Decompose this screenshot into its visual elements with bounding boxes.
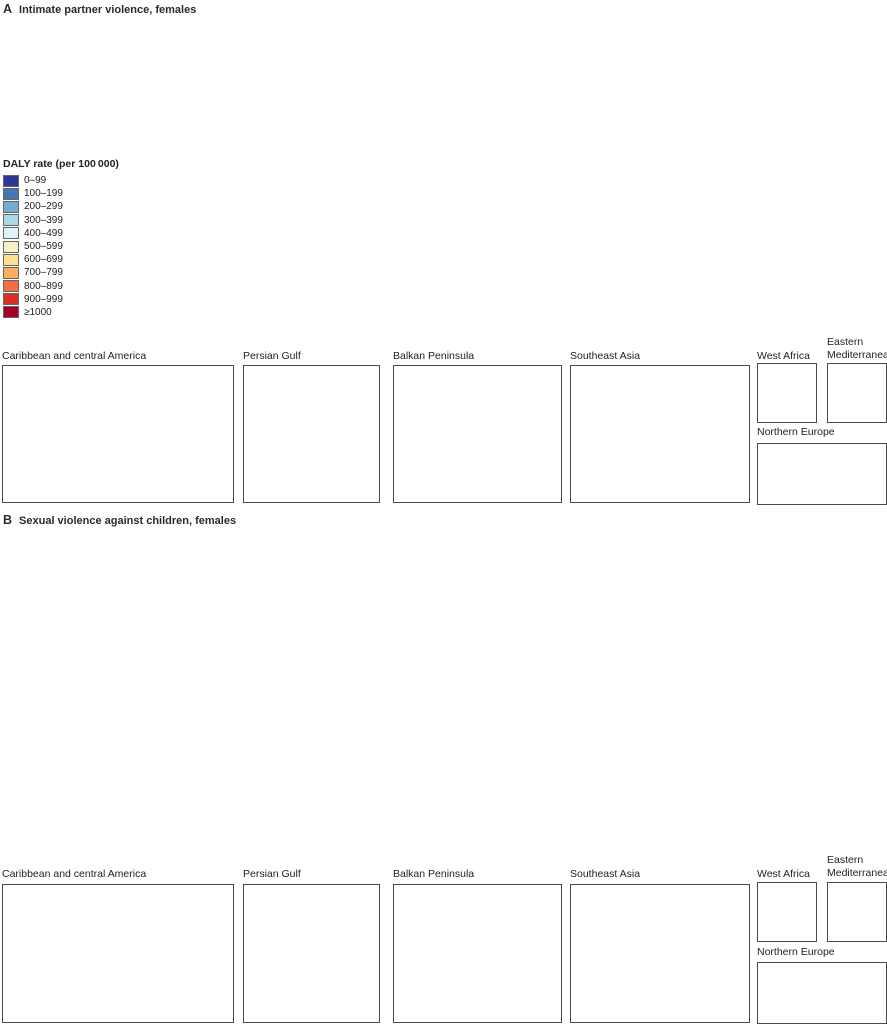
inset-label-eastmed: Eastern Mediterranean	[827, 336, 887, 361]
legend-label: 700–799	[24, 267, 63, 279]
balkan-map-a	[394, 366, 561, 502]
panel-b-title: B Sexual violence against children, femal…	[3, 513, 236, 527]
balkan-map-b	[394, 885, 561, 1022]
legend-label: 300–399	[24, 214, 63, 226]
persiangulf-map-a	[244, 366, 379, 502]
legend-item: 600–699	[3, 253, 133, 266]
legend-label: 0–99	[24, 175, 47, 187]
seasia-map-a	[571, 366, 749, 502]
inset-caribbean-b	[2, 884, 234, 1023]
legend-label: 500–599	[24, 241, 63, 253]
inset-eastmed-b	[827, 882, 887, 942]
eastmed-map-a	[828, 364, 886, 422]
legend-item: 0–99	[3, 174, 133, 187]
inset-persiangulf-b	[243, 884, 380, 1023]
legend-label: 100–199	[24, 188, 63, 200]
inset-label-eastmed: Eastern Mediterranean	[827, 854, 887, 879]
legend-swatch	[3, 240, 19, 253]
inset-label-caribbean: Caribbean and central America	[2, 350, 147, 362]
legend-swatch	[3, 280, 19, 293]
inset-label-northeurope: Northern Europe	[757, 946, 835, 958]
legend-label: 400–499	[24, 227, 63, 239]
inset-label-northeurope: Northern Europe	[757, 426, 835, 438]
legend-swatch	[3, 253, 19, 266]
northeurope-map-a	[758, 444, 886, 504]
legend-item: 500–599	[3, 240, 133, 253]
inset-northeurope-b	[757, 962, 887, 1024]
inset-label-balkan: Balkan Peninsula	[393, 868, 475, 880]
eastmed-map-b	[828, 883, 886, 941]
inset-label-balkan: Balkan Peninsula	[393, 350, 475, 362]
inset-balkan-a	[393, 365, 562, 503]
westafrica-map-a	[758, 364, 816, 422]
panel-a-title-text: Intimate partner violence, females	[19, 4, 197, 16]
inset-seasia-a	[570, 365, 750, 503]
panel-b-letter: B	[3, 513, 13, 527]
inset-row-panel-a: Caribbean and central America Persian Gu…	[0, 336, 887, 505]
legend-item: 800–899	[3, 280, 133, 293]
world-map-panel-a	[0, 5, 887, 340]
inset-label-seasia: Southeast Asia	[570, 350, 641, 362]
seasia-map-b	[571, 885, 749, 1022]
legend-swatch	[3, 187, 19, 200]
legend-swatch	[3, 227, 19, 240]
legend-swatch	[3, 200, 19, 213]
inset-caribbean-a	[2, 365, 234, 503]
inset-label-caribbean: Caribbean and central America	[2, 868, 147, 880]
inset-eastmed-a	[827, 363, 887, 423]
legend-swatch	[3, 174, 19, 187]
legend-swatch	[3, 214, 19, 227]
legend-item: 700–799	[3, 266, 133, 279]
caribbean-map-b	[3, 885, 233, 1022]
panel-a-letter: A	[3, 2, 13, 16]
legend-swatch	[3, 293, 19, 306]
inset-westafrica-a	[757, 363, 817, 423]
caribbean-map-a	[3, 366, 233, 502]
westafrica-map-b	[758, 883, 816, 941]
legend-item: 200–299	[3, 200, 133, 213]
inset-label-seasia: Southeast Asia	[570, 868, 641, 880]
legend-item: 400–499	[3, 227, 133, 240]
inset-northeurope-a	[757, 443, 887, 505]
legend-item: 300–399	[3, 214, 133, 227]
inset-label-persiangulf: Persian Gulf	[243, 350, 301, 362]
legend-label: 800–899	[24, 280, 63, 292]
world-map-panel-b	[0, 524, 887, 859]
inset-persiangulf-a	[243, 365, 380, 503]
panel-b-title-text: Sexual violence against children, female…	[19, 515, 237, 527]
inset-westafrica-b	[757, 882, 817, 942]
legend: DALY rate (per 100 000) 0–99 100–199 200…	[3, 158, 133, 319]
legend-swatch	[3, 306, 19, 319]
northeurope-map-b	[758, 963, 886, 1023]
inset-balkan-b	[393, 884, 562, 1023]
legend-title: DALY rate (per 100 000)	[3, 158, 119, 170]
inset-row-panel-b: Caribbean and central America Persian Gu…	[0, 854, 887, 1024]
legend-item: ≥1000	[3, 306, 133, 319]
panel-a-title: A Intimate partner violence, females	[3, 2, 196, 16]
inset-label-westafrica: West Africa	[757, 868, 810, 880]
legend-swatch	[3, 266, 19, 279]
inset-label-westafrica: West Africa	[757, 350, 810, 362]
inset-seasia-b	[570, 884, 750, 1023]
legend-item: 100–199	[3, 187, 133, 200]
legend-item: 900–999	[3, 293, 133, 306]
legend-label: 900–999	[24, 293, 63, 305]
legend-label: 200–299	[24, 201, 63, 213]
legend-label: 600–699	[24, 254, 63, 266]
inset-label-persiangulf: Persian Gulf	[243, 868, 301, 880]
persiangulf-map-b	[244, 885, 379, 1022]
legend-label: ≥1000	[24, 306, 52, 318]
